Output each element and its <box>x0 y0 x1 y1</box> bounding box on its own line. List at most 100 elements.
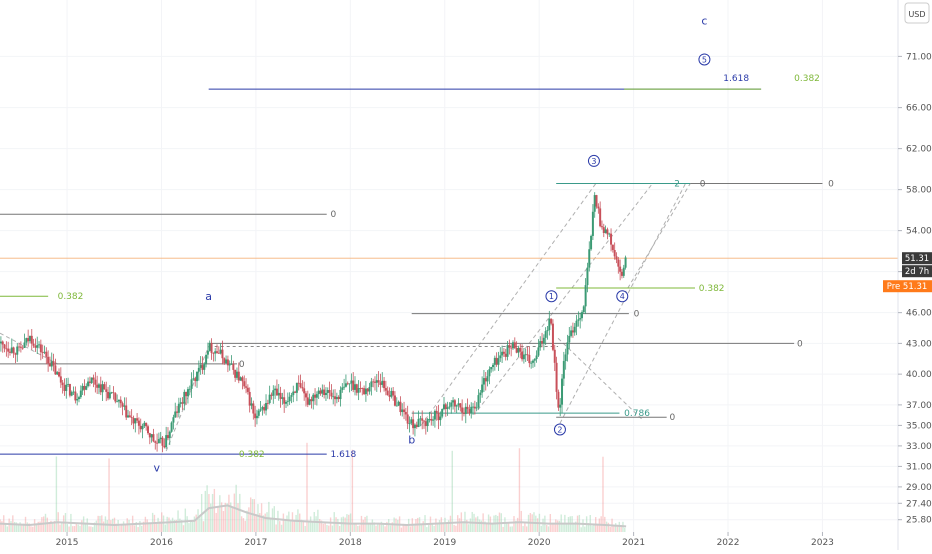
candle-body <box>19 346 22 348</box>
volume-bar <box>518 448 521 532</box>
candle-body <box>161 437 164 446</box>
volume-bar <box>73 526 76 532</box>
candle-body <box>406 414 409 424</box>
time-tick-label: 2015 <box>56 538 79 548</box>
price-tick-label: 62.00 <box>906 145 932 155</box>
candle-body <box>74 391 77 401</box>
volume-bar <box>208 494 210 532</box>
candle-body <box>234 369 237 378</box>
candle-body <box>519 347 522 352</box>
volume-bar <box>106 520 108 532</box>
candle-body <box>604 229 607 233</box>
price-tick-label: 54.00 <box>906 227 932 237</box>
candle-body <box>557 391 560 408</box>
candle-body <box>377 380 380 383</box>
candle-body <box>511 342 514 349</box>
volume-bar <box>553 523 555 532</box>
volume-bar <box>295 514 297 532</box>
volume-bar <box>59 524 61 532</box>
price-tick-label: 58.00 <box>906 186 932 196</box>
wave-marker-label: 4 <box>620 292 625 301</box>
candle-body <box>401 409 404 413</box>
trend-channel-line <box>559 183 686 424</box>
candle-body <box>453 400 456 407</box>
candle-body <box>23 342 26 348</box>
volume-bar <box>10 521 12 532</box>
candle-body <box>488 369 491 377</box>
candle-body <box>0 341 2 344</box>
candle-body <box>196 371 199 382</box>
volume-bar <box>484 521 486 532</box>
volume-bar <box>262 515 265 532</box>
volume-bar <box>182 525 185 532</box>
volume-bar <box>48 522 50 532</box>
volume-bar <box>6 526 9 532</box>
candle-body <box>181 402 184 404</box>
volume-bar <box>308 522 310 532</box>
volume-bar <box>271 508 274 532</box>
candle-body <box>139 425 142 430</box>
candle-body <box>350 380 353 384</box>
volume-bar <box>326 524 328 532</box>
candle-body <box>324 392 327 396</box>
candle-body <box>323 389 326 396</box>
candle-body <box>497 358 500 365</box>
volume-bar <box>438 520 441 532</box>
candle-body <box>399 401 402 413</box>
trend-channel-line <box>420 183 597 426</box>
volume-bar <box>526 526 528 532</box>
candle-body <box>65 384 68 391</box>
countdown-value: 2d 7h <box>905 267 929 277</box>
volume-bar <box>228 494 230 532</box>
candle-body <box>346 383 349 385</box>
volume-bar <box>195 514 197 532</box>
wave-marker-label: 1 <box>549 292 554 301</box>
volume-bar <box>433 525 435 532</box>
currency-badge[interactable]: USD <box>904 2 930 24</box>
volume-bar <box>375 525 377 532</box>
volume-bar <box>130 525 132 532</box>
time-tick-label: 2022 <box>717 538 740 548</box>
candle-body <box>533 359 536 361</box>
candle-body <box>146 426 149 434</box>
candle-body <box>517 347 520 353</box>
candle-body <box>439 416 442 421</box>
candle-body <box>315 394 318 398</box>
candle-body <box>179 402 182 404</box>
candle-body <box>550 318 553 324</box>
volume-bar <box>389 525 392 532</box>
volume-bar <box>609 527 611 532</box>
candle-body <box>535 355 538 360</box>
volume-bar <box>13 521 16 532</box>
candle-body <box>250 403 253 406</box>
candle-body <box>606 229 609 235</box>
candle-body <box>274 388 277 391</box>
candle-body <box>472 406 475 408</box>
candle-body <box>137 420 140 426</box>
candle-body <box>206 350 209 355</box>
candle-body <box>455 405 458 407</box>
candle-body <box>452 400 455 403</box>
candle-body <box>279 392 282 399</box>
candle-body <box>259 409 262 411</box>
candle-body <box>446 407 449 410</box>
volume-bar <box>480 520 483 532</box>
volume-bar <box>268 501 270 532</box>
candle-body <box>341 387 344 390</box>
volume-bar <box>329 517 332 532</box>
candle-body <box>354 384 357 390</box>
candle-body <box>177 403 180 413</box>
volume-bar <box>159 521 161 532</box>
candle-body <box>619 266 622 272</box>
volume-bar <box>547 526 550 532</box>
candle-body <box>599 208 602 227</box>
candle-body <box>261 407 264 410</box>
time-axis[interactable]: 2015 2016 2017 2018 2019 2020 2021 2022 2023 <box>56 532 834 548</box>
candle-body <box>441 409 444 417</box>
candle-body <box>610 233 613 245</box>
candle-body <box>448 406 451 408</box>
candle-body <box>48 363 51 367</box>
